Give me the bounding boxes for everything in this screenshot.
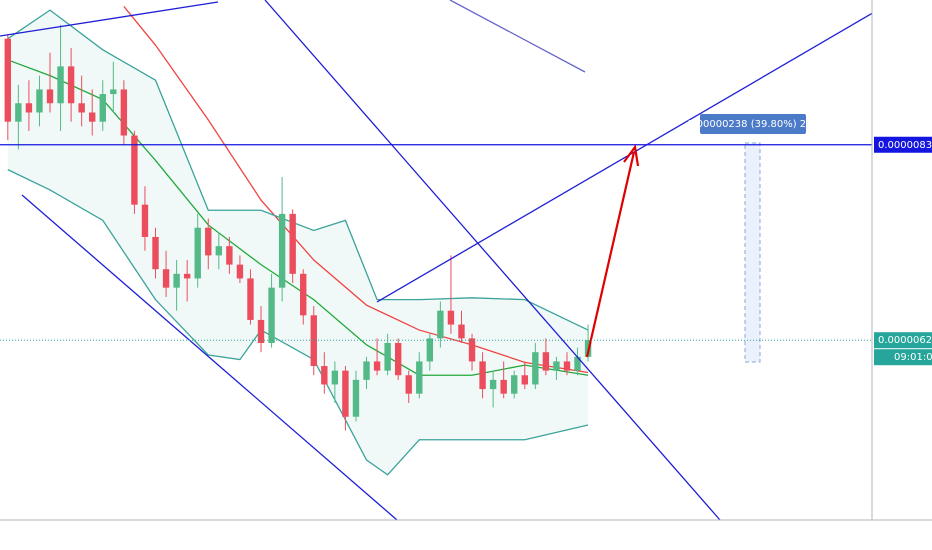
candle-body [226, 246, 233, 265]
candle-body [553, 361, 560, 371]
countdown-box [874, 349, 932, 366]
indicator-line [7, 169, 589, 476]
candle-body [257, 319, 265, 343]
candle-body [563, 361, 571, 371]
range-box [744, 142, 761, 363]
candle-body [289, 213, 296, 274]
candle-body [321, 366, 328, 385]
candle-body [384, 342, 391, 371]
candle-body [300, 273, 307, 316]
candle-body [25, 103, 33, 113]
candle-body [342, 370, 349, 417]
candle-body [110, 89, 117, 95]
candle-body [574, 356, 581, 371]
candle-body [183, 273, 191, 279]
candle-body [89, 112, 96, 122]
candle-body [352, 379, 360, 417]
candle-body [194, 227, 201, 279]
candle-body [447, 310, 455, 325]
trend-line [0, 1, 219, 37]
candle-body [141, 204, 149, 237]
trend-line [449, 0, 586, 73]
candle-body [426, 338, 434, 362]
candle-body [468, 338, 476, 362]
candle-body [4, 38, 12, 122]
candle-body [500, 379, 507, 394]
price-label-box [874, 332, 932, 349]
candle-body [489, 379, 497, 390]
candle-body [331, 370, 339, 385]
candle-body [416, 361, 423, 394]
candle-body [458, 324, 465, 339]
candle-body [521, 375, 528, 385]
candle-body [152, 236, 159, 270]
candle-body [131, 135, 138, 205]
candle-body [542, 352, 550, 371]
overlay [0, 144, 872, 341]
channel-lower [21, 194, 398, 521]
candle-body [268, 287, 275, 343]
candle-body [405, 375, 412, 394]
candle-body [120, 89, 128, 136]
candle-body [99, 94, 106, 122]
countdown: 09:01:02 [894, 352, 932, 363]
indicator-line [123, 6, 589, 374]
measure-label: 0.00000238 (39.80%) 238 [687, 119, 819, 130]
candle-body [278, 213, 286, 288]
arrow-head [623, 144, 640, 167]
axes: 0.00000835 0.00000623 09:01:02 [874, 136, 932, 366]
candles [4, 24, 592, 431]
indicators [7, 6, 589, 476]
price-label-box [874, 136, 932, 153]
candle-body [46, 89, 54, 104]
price-label: 0.00000623 [878, 335, 932, 346]
candle-body [532, 352, 539, 385]
candle-body [173, 273, 180, 288]
indicator-line [7, 9, 589, 331]
candle-body [215, 246, 223, 256]
candle-body [394, 342, 402, 376]
candle-body [78, 103, 85, 113]
candle-body [162, 269, 170, 288]
candle-body [363, 361, 370, 380]
candle-body [205, 227, 212, 256]
candle-body [36, 89, 43, 113]
measure-box [700, 114, 806, 134]
candle-body [437, 310, 444, 339]
price-label: 0.00000835 [878, 140, 932, 151]
candle-body [236, 264, 244, 279]
candle-body [247, 278, 254, 320]
candle-body [67, 66, 75, 104]
channel-upper [264, 0, 721, 521]
candle-body [57, 66, 64, 104]
candle-body [310, 315, 317, 367]
candle-body [15, 103, 22, 122]
arrow [585, 151, 636, 358]
drawings [0, 0, 896, 521]
candle-body [373, 361, 381, 371]
candle-body [479, 361, 486, 390]
candle-body [511, 375, 518, 394]
price-axis [872, 0, 932, 520]
